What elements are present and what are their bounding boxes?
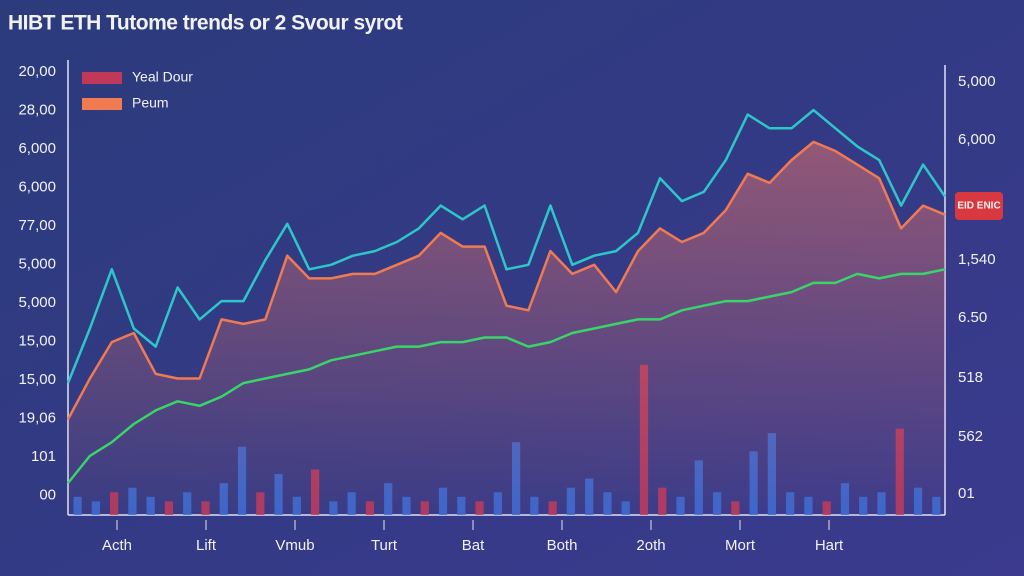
line: [67, 268, 946, 484]
x-tick-label: Hart: [815, 537, 844, 554]
y2-tick-label: 5,000: [958, 73, 996, 90]
y-tick-label: 15,00: [18, 371, 56, 388]
y-tick-label: 6,000: [18, 140, 56, 157]
x-tick-label: Vmub: [275, 537, 314, 554]
y2-tick-label: 1,540: [958, 251, 996, 268]
y-tick-label: 6,000: [18, 178, 56, 195]
y-tick-label: 28,00: [18, 101, 56, 118]
legend-swatch: [82, 72, 122, 84]
legend-swatch: [82, 98, 122, 110]
y2-tick-label: 518: [958, 369, 983, 386]
y-tick-label: 5,000: [18, 294, 56, 311]
y2-tick-label: 01: [958, 485, 975, 502]
x-tick-label: Acth: [102, 537, 132, 554]
chart-title: HIBT ETH Tutome trends or 2 Svour syrot: [8, 12, 403, 35]
x-tick-label: 2oth: [636, 537, 665, 554]
y2-tick-label: 6.50: [958, 309, 987, 326]
y-tick-label: 101: [31, 448, 56, 465]
line: [66, 140, 946, 420]
badge: [955, 192, 1003, 220]
badge-text: EID ENIC: [957, 201, 1000, 212]
area: [68, 141, 945, 515]
y2-tick-label: 6,000: [958, 131, 996, 148]
y2-tick-label: 562: [958, 428, 983, 445]
legend-label: Yeal Dour: [132, 69, 193, 85]
x-tick-label: Both: [547, 537, 578, 554]
y-tick-label: 19,06: [18, 409, 56, 426]
y-tick-label: 77,00: [18, 217, 56, 234]
y-tick-label: 00: [39, 486, 56, 503]
y-tick-label: 15,00: [18, 332, 56, 349]
x-tick-label: Lift: [196, 537, 217, 554]
x-tick-label: Turt: [371, 537, 398, 554]
line: [66, 108, 947, 384]
legend-label: Peum: [132, 95, 169, 111]
y-tick-label: 20,00: [18, 63, 56, 80]
x-tick-label: Mort: [725, 537, 756, 554]
y-tick-label: 5,000: [18, 255, 56, 272]
x-tick-label: Bat: [462, 537, 485, 554]
